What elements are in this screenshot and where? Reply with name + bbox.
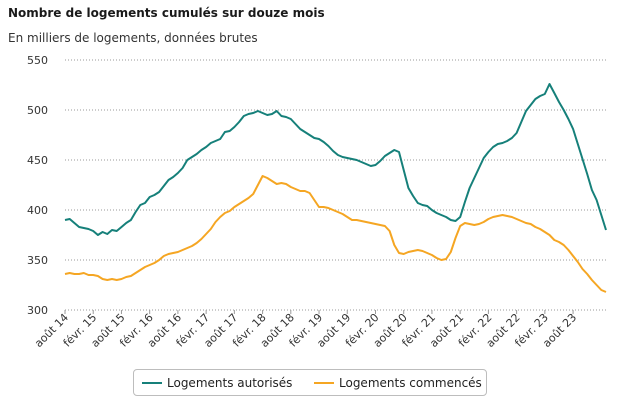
legend-swatch-autorises [142,381,162,384]
y-tick-label: 500 [27,104,48,117]
chart-subtitle: En milliers de logements, données brutes [8,31,258,45]
y-tick-label: 400 [27,204,48,217]
y-tick-label: 300 [27,304,48,317]
series-line-1 [64,175,607,293]
legend-swatch-commences [314,381,334,384]
legend-label-commences: Logements commencés [339,376,482,390]
legend-item-commences: Logements commencés [314,376,482,390]
y-axis: 300 350 400 450 500 550 [27,54,48,317]
legend-label-autorises: Logements autorisés [167,376,293,390]
legend-item-autorises: Logements autorisés [142,376,292,390]
y-tick-label: 450 [27,154,48,167]
series-lines [64,83,607,293]
y-tick-label: 550 [27,54,48,67]
y-tick-label: 350 [27,254,48,267]
chart-title: Nombre de logements cumulés sur douze mo… [8,6,325,20]
grid-lines [65,59,606,311]
series-line-0 [64,83,607,236]
legend: Logements autorisés Logements commencés [133,369,487,396]
